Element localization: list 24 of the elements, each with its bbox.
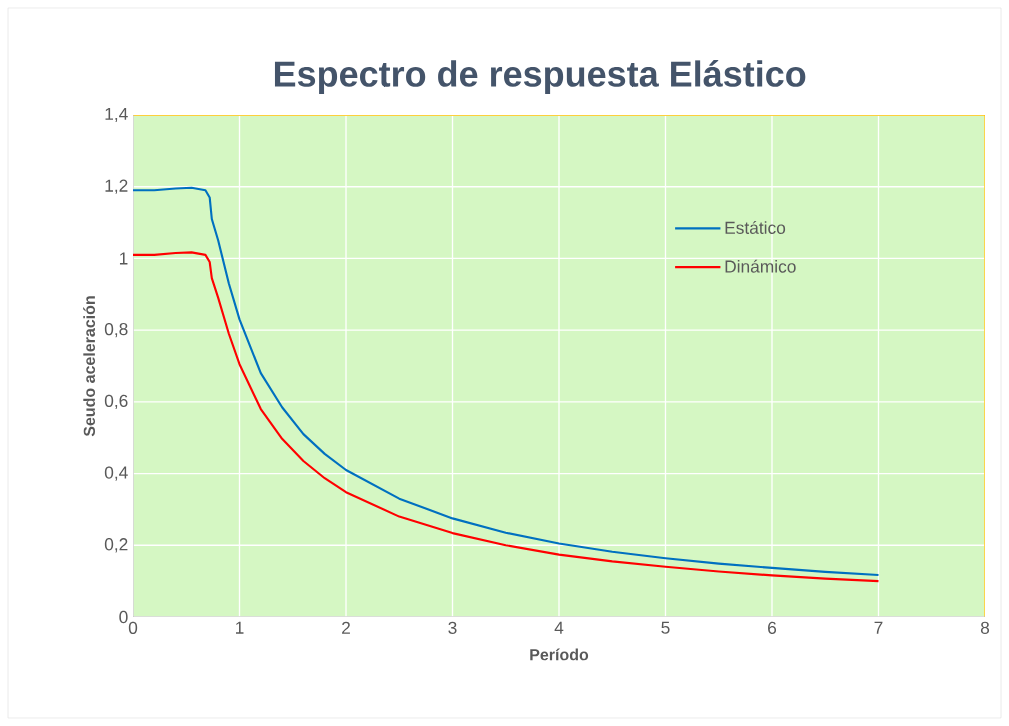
chart-title: Espectro de respuesta Elástico <box>274 60 806 94</box>
y-tick-label: 0 <box>119 610 128 624</box>
x-axis-title: Período <box>530 648 589 661</box>
x-tick-label: 1 <box>236 621 244 634</box>
x-tick-label: 6 <box>768 621 777 634</box>
x-tick-label: 8 <box>980 621 990 634</box>
legend-label: Dinámico <box>725 259 796 273</box>
line-series <box>133 186 880 577</box>
x-tick-label: 4 <box>554 621 564 634</box>
x-tick-label: 0 <box>128 621 138 634</box>
y-tick-label: 1 <box>119 252 128 265</box>
x-tick-label: 7 <box>874 621 883 634</box>
y-tick-label: 1,4 <box>105 107 128 123</box>
x-tick-label: 3 <box>448 621 457 634</box>
line-series <box>133 251 880 583</box>
y-tick-label: 0,6 <box>104 394 128 410</box>
y-tick-label: 0,2 <box>104 538 128 553</box>
x-tick-label: 5 <box>661 621 670 634</box>
y-tick-label: 1,2 <box>105 179 128 194</box>
y-tick-label: 0,8 <box>104 322 128 338</box>
y-axis-title: Seudo aceleración <box>83 296 96 437</box>
legend-label: Estático <box>725 221 786 234</box>
y-tick-label: 0,4 <box>104 466 128 481</box>
x-tick-label: 2 <box>342 621 350 634</box>
